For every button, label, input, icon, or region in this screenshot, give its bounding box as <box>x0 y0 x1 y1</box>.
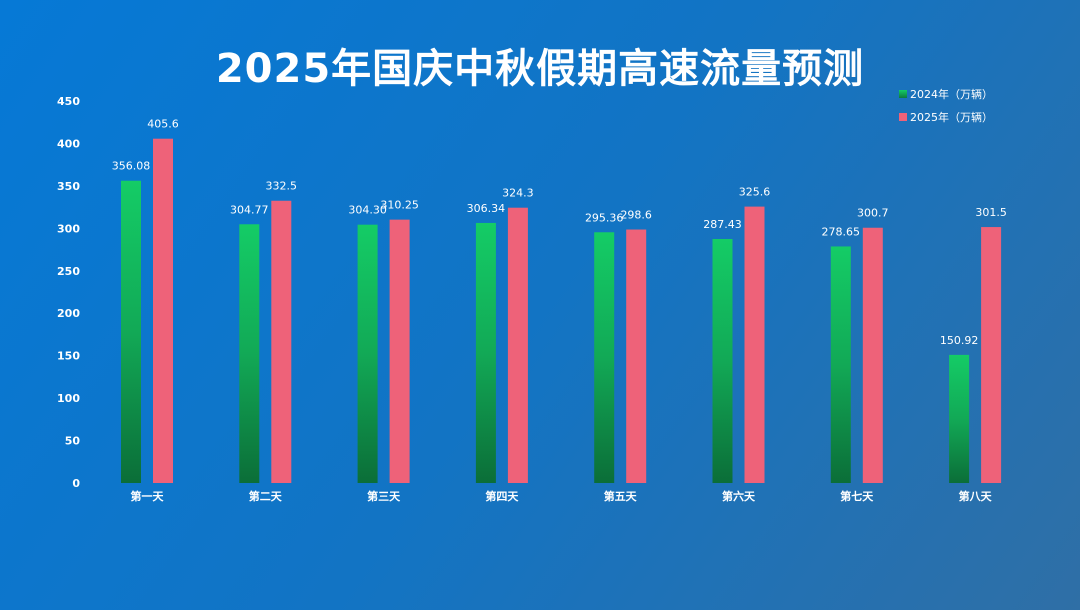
y-tick-label: 100 <box>57 392 80 405</box>
y-tick-label: 300 <box>57 222 80 235</box>
x-tick-label: 第五天 <box>604 489 638 503</box>
x-tick-label: 第六天 <box>722 489 756 503</box>
legend-swatch-2025 <box>899 113 907 121</box>
data-label: 304.30 <box>348 204 387 217</box>
x-tick-label: 第二天 <box>249 489 283 503</box>
data-label: 301.5 <box>975 206 1007 219</box>
x-tick-label: 第八天 <box>959 489 993 503</box>
data-label: 287.43 <box>703 218 742 231</box>
data-label: 304.77 <box>230 203 269 216</box>
x-tick-label: 第三天 <box>367 489 401 503</box>
y-tick-label: 50 <box>65 435 81 448</box>
bar-2024 <box>121 180 141 483</box>
y-tick-label: 400 <box>57 137 80 150</box>
legend-swatch-2024 <box>899 90 907 98</box>
data-label: 405.6 <box>147 118 179 131</box>
data-label: 295.36 <box>585 211 624 224</box>
bar-2025 <box>744 206 765 483</box>
y-tick-label: 450 <box>57 95 80 108</box>
bar-2024 <box>357 224 378 483</box>
bar-2025 <box>862 227 883 483</box>
data-label: 300.7 <box>857 207 889 220</box>
bar-2025 <box>626 229 647 483</box>
bar-2024 <box>239 224 260 484</box>
data-label: 310.25 <box>380 199 419 212</box>
bar-2025 <box>271 200 292 483</box>
legend-label: 2024年（万辆） <box>910 88 993 101</box>
legend-label: 2025年（万辆） <box>910 111 993 124</box>
y-tick-label: 0 <box>72 477 80 490</box>
y-tick-label: 250 <box>57 265 80 278</box>
y-tick-label: 150 <box>57 350 80 363</box>
chart-title: 2025年国庆中秋假期高速流量预测 <box>215 46 865 92</box>
bar-2024 <box>712 239 733 483</box>
legend-item-2024[interactable]: 2024年（万辆） <box>899 86 993 102</box>
data-label: 278.65 <box>822 225 861 238</box>
legend-item-2025[interactable]: 2025年（万辆） <box>899 109 993 125</box>
y-tick-label: 350 <box>57 180 80 193</box>
bar-2024 <box>475 222 496 484</box>
bar-2024 <box>830 246 851 483</box>
bar-2025 <box>389 219 410 484</box>
x-tick-label: 第七天 <box>840 489 874 503</box>
data-label: 150.92 <box>940 334 979 347</box>
data-label: 324.3 <box>502 187 534 200</box>
data-label: 356.08 <box>112 160 151 173</box>
data-label: 306.34 <box>467 202 506 215</box>
bar-2025 <box>507 207 528 484</box>
bar-2025 <box>153 138 173 483</box>
bar-2025 <box>981 227 1002 483</box>
data-label: 298.6 <box>620 209 652 222</box>
bar-2024 <box>949 354 970 483</box>
bar-2024 <box>594 232 615 483</box>
x-tick-label: 第一天 <box>131 489 165 503</box>
data-label: 325.6 <box>739 186 771 199</box>
data-label: 332.5 <box>266 180 298 193</box>
x-tick-label: 第四天 <box>485 489 519 503</box>
y-tick-label: 200 <box>57 307 80 320</box>
